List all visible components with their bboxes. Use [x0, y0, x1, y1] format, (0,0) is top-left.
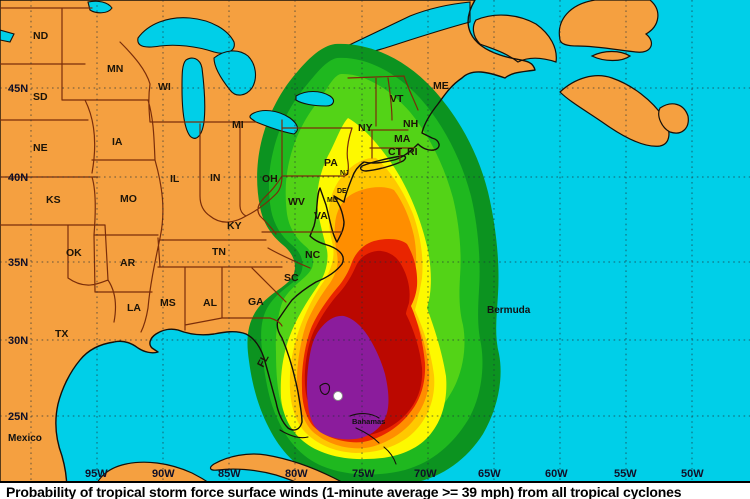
state-label: PA: [324, 157, 338, 169]
lake-michigan: [181, 57, 206, 139]
longitude-label: 75W: [352, 468, 375, 480]
state-label: WI: [158, 81, 171, 93]
state-label: VT: [390, 93, 404, 105]
latitude-label: 45N: [8, 83, 28, 95]
longitude-label: 70W: [414, 468, 437, 480]
longitude-label: 55W: [614, 468, 637, 480]
state-label: NY: [358, 122, 373, 134]
caption-text: Probability of tropical storm force surf…: [6, 484, 682, 499]
storm-center-dot: [333, 391, 343, 401]
longitude-label: 60W: [545, 468, 568, 480]
lake-ontario: [295, 90, 335, 107]
state-label: NH: [403, 118, 418, 130]
latitude-labels: 45N 40N 35N 30N 25N: [8, 83, 28, 423]
state-label: CT: [388, 146, 403, 158]
state-label: SC: [284, 272, 299, 284]
state-label: ME: [433, 80, 449, 92]
state-label: AL: [203, 297, 218, 309]
state-label: OK: [66, 247, 82, 259]
state-label: KS: [46, 194, 61, 206]
latitude-label: 35N: [8, 257, 28, 269]
longitude-label: 95W: [85, 468, 108, 480]
probability-band: [306, 315, 389, 440]
state-label: IL: [170, 173, 180, 185]
longitude-label: 50W: [681, 468, 704, 480]
place-label: Mexico: [8, 433, 42, 444]
longitude-labels: 95W 90W 85W 80W 75W 70W 65W 60W 55W 50W: [85, 468, 704, 480]
place-label: Bermuda: [487, 305, 531, 316]
florida-keys: [279, 429, 309, 439]
state-label: MS: [160, 297, 176, 309]
place-labels: Bermuda Bahamas Mexico: [8, 305, 531, 444]
state-label: WV: [288, 196, 305, 208]
state-label: MD: [327, 197, 338, 204]
bahamas-islands: [319, 382, 397, 465]
state-label: TN: [212, 246, 226, 258]
great-lakes: [0, 0, 335, 139]
state-label: IN: [210, 172, 221, 184]
state-label: MI: [232, 119, 244, 131]
state-label: IA: [112, 136, 123, 148]
state-label: NC: [305, 249, 321, 261]
latitude-label: 40N: [8, 172, 28, 184]
state-label: TX: [55, 328, 68, 340]
probability-bands: [247, 43, 501, 487]
state-label: MN: [107, 63, 123, 75]
state-label: NE: [33, 142, 48, 154]
longitude-label: 85W: [218, 468, 241, 480]
state-label: DE: [337, 188, 347, 195]
maritime-land: [472, 0, 689, 147]
place-label: Bahamas: [352, 417, 385, 426]
lake-huron: [213, 50, 257, 96]
state-label: KY: [227, 220, 242, 232]
state-label: NJ: [340, 170, 349, 177]
state-label: MO: [120, 193, 137, 205]
state-label: GA: [248, 296, 264, 308]
state-label: OH: [262, 173, 278, 185]
longitude-label: 65W: [478, 468, 501, 480]
state-label: ND: [33, 30, 49, 42]
state-label: LA: [127, 302, 141, 314]
state-label: VA: [314, 210, 328, 222]
longitude-label: 80W: [285, 468, 308, 480]
longitude-label: 90W: [152, 468, 175, 480]
latitude-label: 30N: [8, 335, 28, 347]
grid-lines: [0, 0, 750, 483]
state-label: AR: [120, 257, 136, 269]
state-label: MA: [394, 133, 411, 145]
state-label: FL: [255, 352, 272, 369]
state-labels: ND SD NE KS OK TX MN IA MO AR LA WI IL MI IN OH KY TN MS AL…: [33, 30, 449, 369]
state-borders: [0, 7, 419, 333]
long-island-outline: [359, 155, 407, 172]
caption-bar: Probability of tropical storm force surf…: [0, 481, 750, 499]
latitude-label: 25N: [8, 411, 28, 423]
state-label: RI: [407, 146, 418, 158]
state-label: SD: [33, 91, 48, 103]
